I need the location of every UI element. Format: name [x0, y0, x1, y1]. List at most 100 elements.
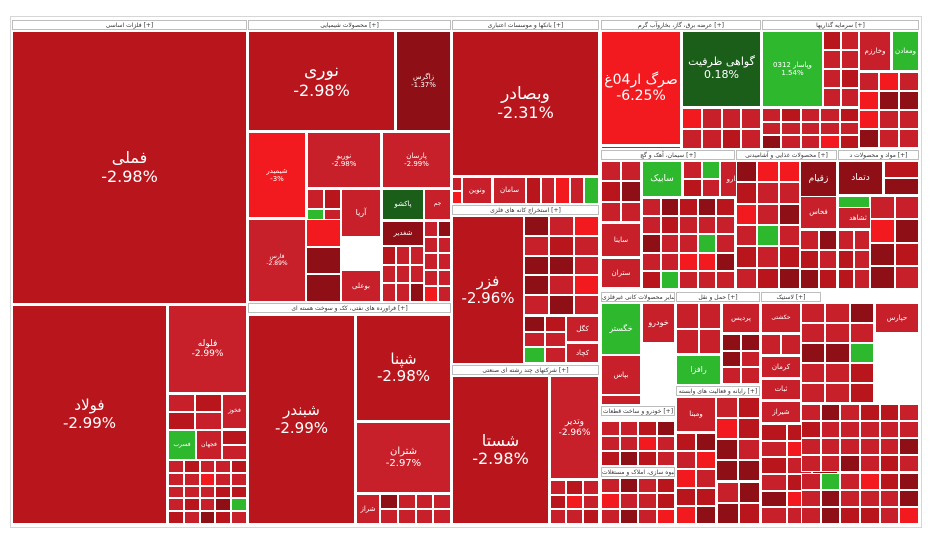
treemap-cell[interactable] [307, 189, 324, 210]
treemap-tile[interactable]: فزر -2.96% [452, 216, 524, 364]
treemap-cell[interactable] [801, 383, 826, 403]
treemap-cell[interactable] [716, 198, 735, 217]
treemap-cell[interactable] [761, 474, 787, 491]
treemap-cell[interactable] [841, 31, 859, 50]
treemap-cell[interactable] [716, 234, 735, 253]
treemap-cell[interactable] [676, 487, 696, 506]
treemap-cell[interactable] [860, 404, 880, 422]
treemap-cell[interactable] [849, 303, 874, 323]
treemap-cell[interactable] [849, 383, 874, 403]
treemap-cell[interactable] [183, 485, 200, 499]
treemap-cell[interactable] [757, 225, 779, 247]
treemap-cell[interactable] [800, 230, 819, 250]
treemap-cell[interactable] [757, 267, 779, 289]
treemap-cell[interactable] [199, 485, 216, 499]
treemap-cell[interactable] [215, 472, 232, 486]
treemap-cell[interactable] [879, 506, 900, 524]
treemap-cell[interactable] [679, 198, 698, 217]
treemap-cell[interactable] [549, 216, 574, 236]
treemap-cell[interactable] [879, 72, 899, 91]
treemap-cell[interactable] [697, 216, 717, 235]
treemap-cell[interactable] [854, 269, 870, 289]
treemap-cell[interactable] [818, 269, 837, 289]
treemap-cell[interactable] [825, 303, 850, 323]
treemap-cell[interactable] [899, 72, 919, 91]
treemap-cell[interactable] [524, 316, 545, 332]
treemap-cell[interactable] [840, 489, 860, 507]
treemap-cell[interactable] [757, 246, 779, 268]
treemap-cell[interactable] [382, 264, 396, 284]
treemap-cell[interactable] [879, 438, 900, 456]
treemap-tile[interactable]: خودرو [642, 303, 675, 343]
treemap-cell[interactable] [424, 285, 438, 302]
treemap-cell[interactable] [839, 121, 859, 136]
treemap-cell[interactable] [801, 404, 821, 422]
treemap-cell[interactable] [574, 255, 599, 276]
sector-header[interactable]: سیمان، آهک و گچ [+] [601, 150, 735, 160]
treemap-cell[interactable] [801, 343, 826, 363]
treemap-cell[interactable] [840, 455, 860, 473]
treemap-tile[interactable]: پارسان -2.99% [382, 132, 451, 188]
treemap-cell[interactable] [894, 265, 919, 290]
treemap-cell[interactable] [642, 270, 661, 289]
treemap-cell[interactable] [841, 88, 859, 107]
treemap-tile[interactable]: فجهان [196, 430, 222, 460]
treemap-cell[interactable] [437, 253, 451, 270]
treemap-cell[interactable] [778, 225, 800, 247]
sector-header[interactable]: انبوه سازی، املاک و مستغلات [+] [601, 467, 675, 477]
treemap-cell[interactable] [717, 482, 739, 503]
treemap-cell[interactable] [716, 397, 738, 418]
treemap-tile[interactable]: سامان [493, 177, 526, 204]
treemap-tile[interactable]: ثشاهد [838, 207, 878, 229]
treemap-tile[interactable]: فلوله -2.99% [168, 305, 247, 393]
treemap-cell[interactable] [397, 494, 416, 509]
treemap-cell[interactable] [306, 246, 341, 275]
treemap-tile[interactable]: وپاسار 0312 1.54% [762, 31, 823, 107]
treemap-cell[interactable] [524, 295, 549, 315]
treemap-cell[interactable] [899, 91, 919, 110]
treemap-cell[interactable] [738, 482, 760, 503]
sector-header[interactable]: عرضه برق، گاز، بخاروآب گرم [+] [601, 20, 761, 30]
treemap-cell[interactable] [716, 270, 735, 289]
treemap-tile[interactable]: ستران [601, 258, 641, 288]
treemap-cell[interactable] [524, 331, 545, 348]
treemap-cell[interactable] [601, 436, 620, 451]
treemap-tile[interactable]: پاکشو [382, 189, 424, 220]
treemap-cell[interactable] [660, 270, 680, 289]
sector-header[interactable]: شرکتهای چند رشته ای صنعتی [+] [452, 365, 599, 375]
treemap-cell[interactable] [801, 472, 821, 490]
treemap-cell[interactable] [638, 493, 657, 509]
treemap-cell[interactable] [701, 179, 720, 197]
treemap-tile[interactable]: شتران -2.97% [356, 422, 451, 493]
treemap-cell[interactable] [683, 179, 702, 197]
treemap-cell[interactable] [884, 161, 919, 178]
treemap-cell[interactable] [841, 69, 859, 88]
treemap-cell[interactable] [168, 460, 184, 473]
treemap-cell[interactable] [231, 485, 247, 499]
treemap-cell[interactable] [679, 252, 698, 271]
treemap-cell[interactable] [549, 235, 574, 256]
treemap-cell[interactable] [823, 69, 841, 88]
treemap-cell[interactable] [601, 508, 620, 524]
treemap-cell[interactable] [638, 478, 657, 494]
treemap-cell[interactable] [540, 177, 556, 204]
treemap-cell[interactable] [682, 108, 702, 129]
treemap-cell[interactable] [722, 334, 741, 351]
treemap-cell[interactable] [899, 506, 919, 524]
treemap-cell[interactable] [761, 507, 787, 524]
treemap-cell[interactable] [195, 412, 222, 430]
sector-header[interactable]: سرمایه گذاریها [+] [762, 20, 919, 30]
treemap-cell[interactable] [697, 252, 717, 271]
treemap-cell[interactable] [183, 498, 200, 512]
treemap-tile[interactable]: زقیام [800, 161, 837, 197]
treemap-tile[interactable]: وخارزم [859, 31, 891, 71]
treemap-cell[interactable] [741, 108, 762, 129]
treemap-tile[interactable]: فولاد -2.99% [12, 305, 167, 524]
treemap-cell[interactable] [168, 412, 195, 430]
treemap-cell[interactable] [698, 328, 721, 354]
treemap-cell[interactable] [555, 177, 570, 204]
treemap-cell[interactable] [437, 269, 451, 286]
treemap-cell[interactable] [879, 472, 900, 490]
treemap-cell[interactable] [741, 334, 760, 351]
treemap-cell[interactable] [549, 275, 574, 296]
